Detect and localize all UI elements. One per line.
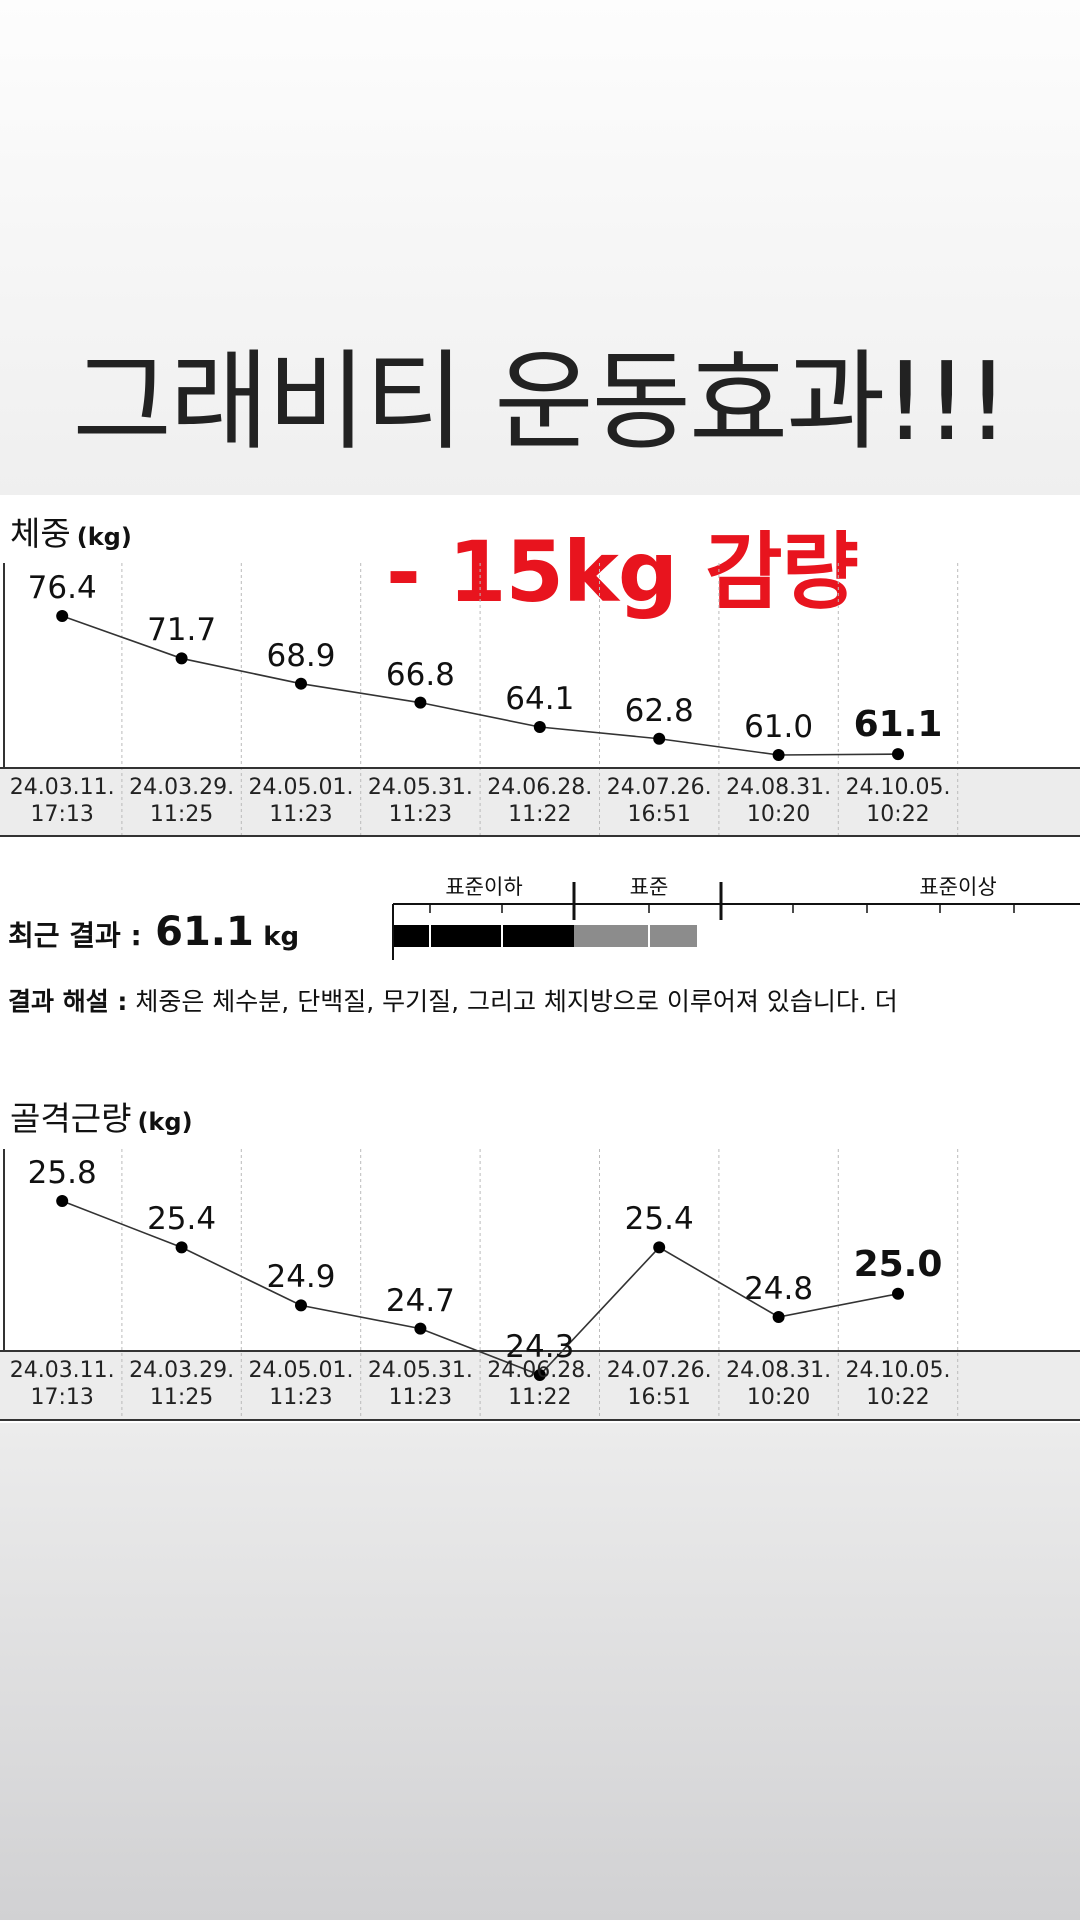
- scale-label: 표준: [629, 875, 669, 899]
- data-point: [56, 1195, 69, 1207]
- x-tick-label: 24.08.31. 10:20: [726, 775, 832, 827]
- data-point: [175, 652, 188, 665]
- x-tick-label: 24.07.26. 16:51: [606, 775, 712, 827]
- result-value: 61.1: [155, 909, 254, 955]
- chart-title-text: 체중: [10, 514, 71, 553]
- scale-label: 표준이하: [445, 875, 523, 899]
- series-line: [61, 615, 899, 756]
- value-label: 24.3: [505, 1329, 575, 1365]
- x-tick-label: 24.06.28. 11:22: [487, 1358, 593, 1410]
- data-point: [533, 1369, 546, 1381]
- x-tick-label: 24.07.26. 16:51: [606, 1358, 712, 1410]
- x-tick-label: 24.05.31. 11:23: [367, 775, 473, 827]
- value-label: 25.4: [624, 1201, 694, 1238]
- value-label: 24.7: [385, 1282, 455, 1319]
- x-tick-label: 24.03.29. 11:25: [129, 1358, 235, 1410]
- x-tick-label: 24.05.01. 11:23: [248, 775, 354, 827]
- footer-background: [0, 1423, 1080, 1920]
- data-point: [892, 748, 904, 761]
- scale-label: 표준이상: [919, 875, 997, 899]
- x-tick-label: 24.03.29. 11:25: [129, 775, 235, 827]
- value-label: 71.7: [147, 612, 217, 649]
- data-point: [892, 1287, 904, 1300]
- chart-title-text: 골격근량: [10, 1099, 132, 1138]
- x-tick-label: 24.03.11. 17:13: [9, 1358, 115, 1410]
- value-label: 24.8: [744, 1271, 814, 1307]
- data-point: [56, 610, 69, 622]
- value-label: 25.0: [853, 1243, 943, 1285]
- data-point: [295, 1299, 307, 1312]
- value-label: 62.8: [624, 692, 694, 729]
- x-tick-label: 24.06.28. 11:22: [487, 775, 593, 827]
- x-tick-label: 24.08.31. 10:20: [726, 1358, 832, 1410]
- data-point: [653, 1241, 666, 1254]
- label-band: [0, 1351, 1080, 1420]
- note-text: 체중은 체수분, 단백질, 무기질, 그리고 체지방으로 이루어져 있습니다. …: [135, 987, 898, 1016]
- data-point: [533, 721, 546, 734]
- headline: 그래비티 운동효과!!!: [72, 340, 1009, 465]
- data-point: [414, 696, 427, 709]
- chart-title: 골격근량 (kg): [10, 1092, 193, 1140]
- value-label: 61.0: [744, 709, 814, 745]
- x-tick-label: 24.05.31. 11:23: [367, 1358, 473, 1410]
- x-tick-label: 24.10.05. 10:22: [845, 1358, 951, 1410]
- result-line: 최근 결과 : 61.1 kg: [8, 909, 299, 955]
- series-line: [61, 1200, 899, 1376]
- value-label: 25.8: [27, 1155, 97, 1191]
- value-label: 24.9: [266, 1259, 336, 1296]
- label-band: [0, 768, 1080, 836]
- chart-unit: (kg): [137, 1108, 193, 1136]
- header-background: [0, 0, 1080, 495]
- value-label: 25.4: [147, 1201, 217, 1238]
- chart-unit: (kg): [76, 523, 132, 551]
- chart-title: 체중 (kg): [10, 507, 132, 555]
- report-background: [0, 495, 1080, 1423]
- data-point: [772, 1311, 785, 1323]
- x-tick-label: 24.03.11. 17:13: [9, 775, 115, 827]
- value-label: 64.1: [505, 681, 575, 718]
- annotation: - 15kg 감량: [386, 523, 859, 621]
- x-tick-label: 24.05.01. 11:23: [248, 1358, 354, 1410]
- data-point: [653, 732, 666, 745]
- note-label: 결과 해설 :: [8, 987, 128, 1016]
- data-point: [414, 1322, 427, 1335]
- result-label: 최근 결과 :: [8, 919, 142, 952]
- value-label: 66.8: [385, 656, 455, 693]
- interpretation: 결과 해설 : 체중은 체수분, 단백질, 무기질, 그리고 체지방으로 이루어…: [8, 982, 1080, 1018]
- value-label: 61.1: [853, 704, 943, 746]
- data-point: [175, 1241, 188, 1254]
- data-point: [772, 749, 785, 761]
- data-point: [295, 677, 307, 690]
- result-unit: kg: [263, 922, 300, 952]
- value-label: 68.9: [266, 637, 336, 674]
- x-tick-label: 24.10.05. 10:22: [845, 775, 951, 827]
- value-label: 76.4: [27, 570, 97, 606]
